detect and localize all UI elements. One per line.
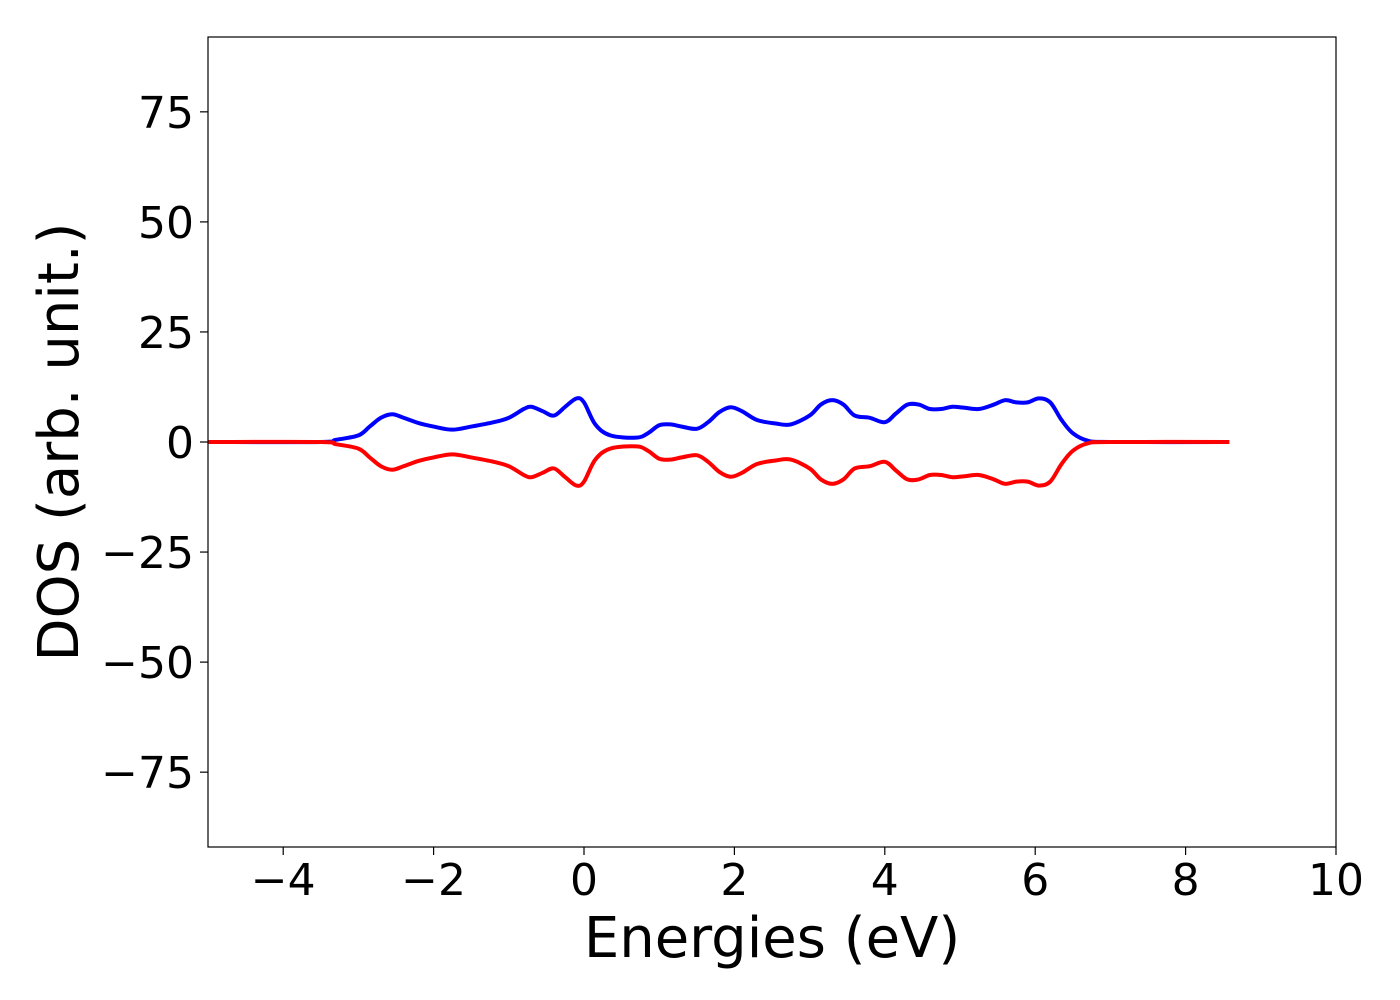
y-tick-label: −50 [101,638,194,689]
y-tick-label: −25 [101,528,194,579]
y-tick-label: 0 [166,418,194,469]
series-layer [207,396,1230,488]
x-tick-label: −4 [251,855,316,906]
x-tick-label: 4 [871,855,899,906]
y-axis-label: DOS (arb. unit.) [27,222,92,661]
x-tick-label: 2 [720,855,748,906]
x-tick-label: 0 [570,855,598,906]
x-axis-label: Energies (eV) [584,906,960,971]
x-tick-label: 8 [1172,855,1200,906]
x-tick-label: 6 [1021,855,1049,906]
x-axis-ticks: −4 −2 0 2 4 6 8 10 [251,847,1364,906]
y-tick-label: −75 [101,748,194,799]
x-tick-label: 10 [1308,855,1364,906]
y-axis-ticks: 75 50 25 0 −25 −50 −75 [101,88,208,799]
series-line-red [207,439,1230,488]
series-line-blue [207,396,1230,445]
y-tick-label: 50 [138,198,194,249]
y-tick-label: 25 [138,308,194,359]
y-tick-label: 75 [138,88,194,139]
x-tick-label: −2 [401,855,466,906]
